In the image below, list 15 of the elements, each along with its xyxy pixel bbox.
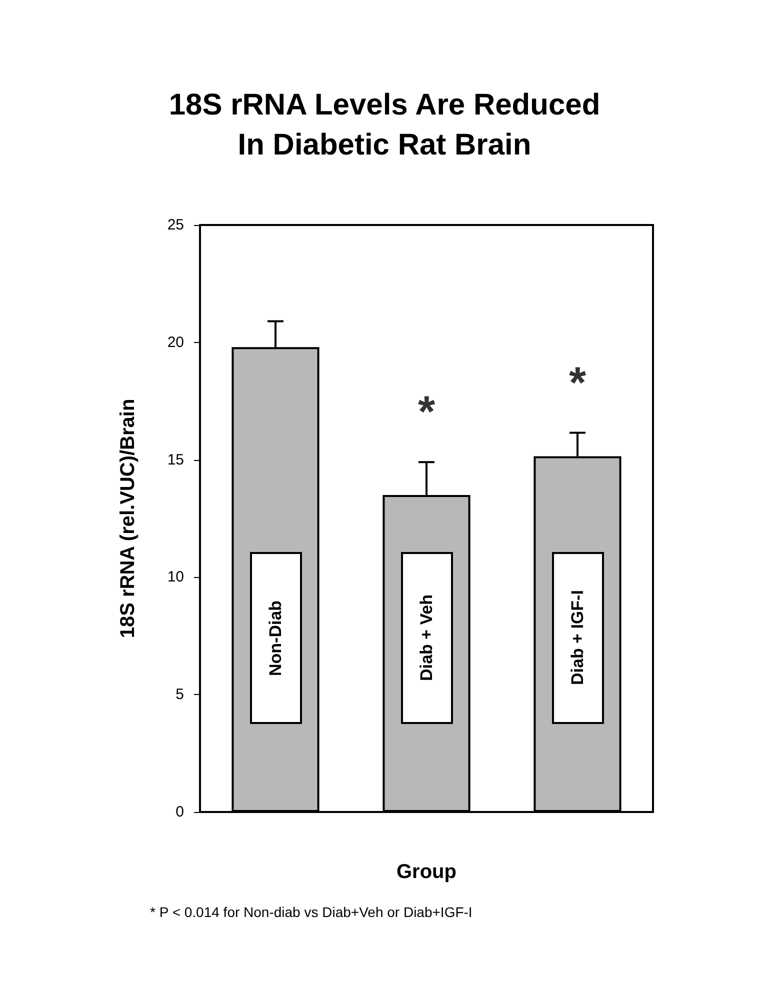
annotation: *: [568, 358, 587, 408]
label-box: Non-Diab: [250, 552, 302, 724]
y-tick-label: 10: [167, 568, 184, 586]
y-tick-label: 0: [176, 804, 184, 820]
text: * P < 0.014 for Non-diab vs Diab+Veh or Diab+IGF-I: [150, 904, 472, 920]
annotation: *: [418, 388, 436, 437]
chart-title: 18S rRNA Levels Are Reduced In Diabetic Rat Brain: [168, 88, 600, 162]
label-box: Diab + Veh: [400, 552, 452, 724]
label-box: Diab + IGF-I: [552, 552, 604, 724]
y-tick-label: 5: [176, 686, 184, 704]
y-axis-title: 18S rRNA (rel.VUC)/Brain: [117, 398, 139, 638]
y-tick-label: 25: [167, 216, 184, 234]
x-axis-title: Group: [396, 861, 456, 883]
y-tick-label: 15: [167, 451, 184, 468]
y-tick-label: 20: [167, 334, 184, 351]
